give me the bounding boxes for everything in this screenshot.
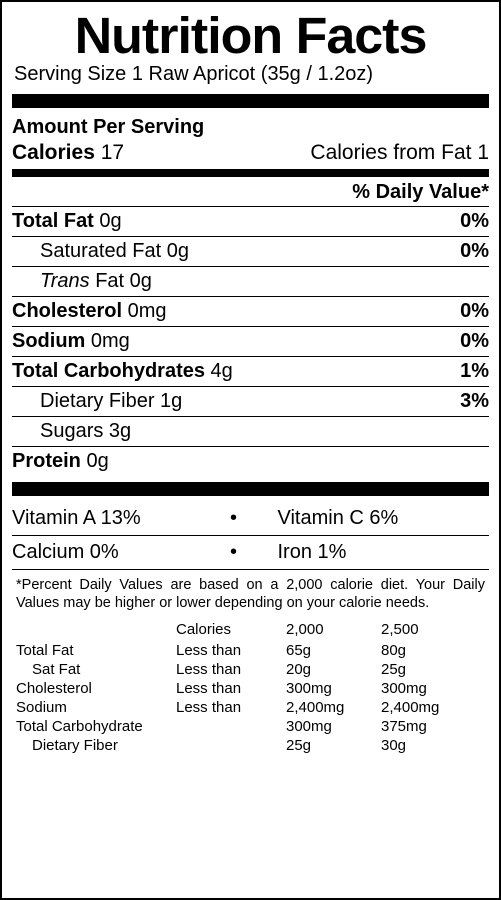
nutrient-name: Saturated Fat 0g — [12, 240, 189, 263]
ref-head-c2: Calories — [176, 621, 286, 638]
nutrient-row: Cholesterol 0mg 0% — [12, 296, 489, 326]
nutrient-name: Trans Fat 0g — [12, 270, 152, 293]
ref-c3: 25g — [286, 737, 381, 754]
vitamin-right: Vitamin C 6% — [244, 507, 490, 530]
nutrient-row: Total Carbohydrates 4g 1% — [12, 356, 489, 386]
ref-c2 — [176, 718, 286, 735]
ref-c3: 2,400mg — [286, 699, 381, 716]
ref-head-c4: 2,500 — [381, 621, 476, 638]
nutrient-name: Total Carbohydrates 4g — [12, 360, 233, 383]
nutrient-row: Saturated Fat 0g 0% — [12, 236, 489, 266]
ref-c3: 300mg — [286, 718, 381, 735]
ref-c1: Total Carbohydrate — [16, 718, 176, 735]
calories-from-fat-value: 1 — [477, 141, 489, 164]
divider-thick — [12, 94, 489, 108]
nutrient-row: Trans Fat 0g0% — [12, 266, 489, 296]
ref-c1: Sat Fat — [16, 661, 176, 678]
footnote: *Percent Daily Values are based on a 2,0… — [12, 569, 489, 620]
ref-c3: 300mg — [286, 680, 381, 697]
nutrient-row: Protein 0g0% — [12, 446, 489, 476]
reference-row: CholesterolLess than300mg300mg — [16, 679, 485, 698]
nutrient-name: Sugars 3g — [12, 420, 131, 443]
ref-c2: Less than — [176, 642, 286, 659]
nutrient-list: Total Fat 0g 0% Saturated Fat 0g 0% Trans Fa… — [12, 206, 489, 476]
dv-header: % Daily Value* — [12, 181, 489, 204]
ref-c3: 20g — [286, 661, 381, 678]
ref-c2: Less than — [176, 661, 286, 678]
reference-row: Total Carbohydrate 300mg375mg — [16, 717, 485, 736]
ref-c4: 80g — [381, 642, 476, 659]
reference-table-head: Calories 2,000 2,500 — [16, 620, 485, 639]
ref-c2 — [176, 737, 286, 754]
ref-c1: Total Fat — [16, 642, 176, 659]
vitamin-right: Iron 1% — [244, 541, 490, 564]
ref-c2: Less than — [176, 680, 286, 697]
reference-row: SodiumLess than2,400mg2,400mg — [16, 698, 485, 717]
ref-c3: 65g — [286, 642, 381, 659]
nutrient-row: Total Fat 0g 0% — [12, 206, 489, 236]
label-title: Nutrition Facts — [7, 10, 494, 61]
calories-from-fat-label: Calories from Fat — [310, 141, 471, 164]
calories-value: 17 — [101, 141, 124, 164]
divider-med — [12, 169, 489, 177]
ref-c1: Dietary Fiber — [16, 737, 176, 754]
nutrient-dv: 1% — [460, 360, 489, 383]
nutrition-label: Nutrition Facts Serving Size 1 Raw Apric… — [0, 0, 501, 900]
calories-row: Calories 17 Calories from Fat 1 — [12, 141, 489, 165]
ref-c1: Sodium — [16, 699, 176, 716]
serving-size: Serving Size 1 Raw Apricot (35g / 1.2oz) — [12, 63, 489, 86]
vitamin-list: Vitamin A 13%•Vitamin C 6%Calcium 0%•Iro… — [12, 502, 489, 569]
nutrient-row: Sodium 0mg 0% — [12, 326, 489, 356]
amount-per-serving: Amount Per Serving — [12, 116, 489, 139]
ref-head-c1 — [16, 621, 176, 638]
vitamin-left: Calcium 0% — [12, 541, 224, 564]
nutrient-dv: 0% — [460, 240, 489, 263]
vitamin-row: Vitamin A 13%•Vitamin C 6% — [12, 502, 489, 535]
reference-row: Dietary Fiber 25g30g — [16, 736, 485, 755]
ref-c4: 375mg — [381, 718, 476, 735]
divider-thick-2 — [12, 482, 489, 496]
nutrient-dv: 0% — [460, 300, 489, 323]
reference-row: Total FatLess than65g80g — [16, 641, 485, 660]
nutrient-row: Sugars 3g0% — [12, 416, 489, 446]
reference-table: Calories 2,000 2,500 Total FatLess than6… — [12, 620, 489, 755]
ref-head-c3: 2,000 — [286, 621, 381, 638]
vitamin-left: Vitamin A 13% — [12, 507, 224, 530]
ref-c1: Cholesterol — [16, 680, 176, 697]
nutrient-name: Total Fat 0g — [12, 210, 122, 233]
ref-c4: 30g — [381, 737, 476, 754]
bullet-separator: • — [224, 541, 244, 564]
calories-label: Calories — [12, 141, 95, 164]
ref-c2: Less than — [176, 699, 286, 716]
nutrient-name: Cholesterol 0mg — [12, 300, 167, 323]
ref-c4: 2,400mg — [381, 699, 476, 716]
nutrient-name: Sodium 0mg — [12, 330, 130, 353]
nutrient-dv: 3% — [460, 390, 489, 413]
nutrient-dv: 0% — [460, 330, 489, 353]
bullet-separator: • — [224, 507, 244, 530]
vitamin-row: Calcium 0%•Iron 1% — [12, 535, 489, 569]
nutrient-dv: 0% — [460, 210, 489, 233]
reference-row: Sat FatLess than20g25g — [16, 660, 485, 679]
nutrient-name: Protein 0g — [12, 450, 109, 473]
nutrient-name: Dietary Fiber 1g — [12, 390, 182, 413]
ref-c4: 300mg — [381, 680, 476, 697]
ref-c4: 25g — [381, 661, 476, 678]
nutrient-row: Dietary Fiber 1g 3% — [12, 386, 489, 416]
